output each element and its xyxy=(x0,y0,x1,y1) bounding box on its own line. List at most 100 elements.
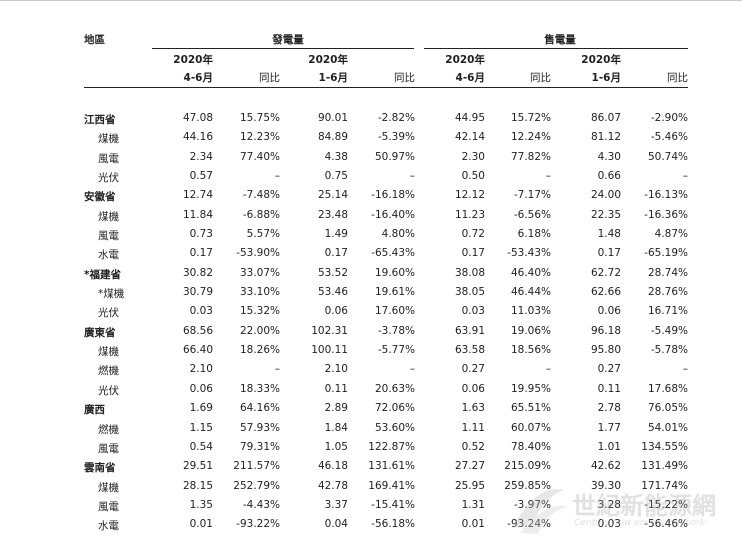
table-cell: 11.03% xyxy=(510,305,551,318)
table-cell: 15.75% xyxy=(239,112,280,124)
table-cell: 2.89 xyxy=(324,402,348,415)
table-cell: -93.22% xyxy=(236,518,280,531)
column-header-line2: 同比 xyxy=(667,72,688,84)
row-label: 煤機 xyxy=(98,133,119,146)
table-cell: 0.06 xyxy=(461,382,485,395)
table-cell: 50.74% xyxy=(647,150,688,163)
table-cell: 1.11 xyxy=(461,421,485,434)
table-cell: -5.77% xyxy=(377,344,415,357)
table-cell: 64.16% xyxy=(239,402,280,415)
table-cell: 47.08 xyxy=(182,112,213,124)
sub-row: 光伏 0.57 – 0.75 – 0.50 – 0.66 – xyxy=(0,168,742,187)
table-cell: -53.90% xyxy=(236,247,280,260)
row-label: 廣東省 xyxy=(84,326,116,339)
table-cell: 2.30 xyxy=(461,150,485,163)
table-cell: 0.54 xyxy=(189,440,213,453)
table-cell: -5.39% xyxy=(377,131,415,144)
table-cell: 29.51 xyxy=(182,460,213,473)
table-cell: 131.61% xyxy=(368,460,415,473)
table-cell: 62.66 xyxy=(590,286,621,299)
table-cell: 18.56% xyxy=(510,344,551,357)
table-cell: 53.52 xyxy=(317,266,348,279)
table-cell: 1.77 xyxy=(597,421,621,434)
table-cell: 77.40% xyxy=(239,150,280,163)
column-header-line1: 2020年 xyxy=(445,54,485,66)
row-label: 風電 xyxy=(98,152,119,165)
table-cell: – xyxy=(274,363,280,376)
sub-row: 煤機 66.40 18.26% 100.11 -5.77% 63.58 18.56% 95.8… xyxy=(0,342,742,361)
watermark-title: 世紀新能源網 xyxy=(572,492,716,520)
table-cell: 1.84 xyxy=(324,421,348,434)
top-divider xyxy=(0,0,742,1)
row-label: 風電 xyxy=(98,442,119,455)
table-cell: 63.58 xyxy=(454,344,485,357)
table-cell: 38.05 xyxy=(454,286,485,299)
sub-row: *煤機 30.79 33.10% 53.46 19.61% 38.05 46.44% 62.6… xyxy=(0,284,742,303)
table-cell: 5.57% xyxy=(246,228,280,241)
table-cell: 15.32% xyxy=(239,305,280,318)
table-cell: 12.24% xyxy=(510,131,551,144)
province-row: 安徽省 12.74 -7.48% 25.14 -16.18% 12.12 -7.17% 24.… xyxy=(0,187,742,206)
row-label: 煤機 xyxy=(98,346,119,359)
table-cell: 4.87% xyxy=(654,228,688,241)
table-cell: 30.82 xyxy=(182,266,213,279)
table-cell: 66.40 xyxy=(182,344,213,357)
table-cell: -2.82% xyxy=(377,112,415,124)
watermark-logo: 世紀新能源網 Century new energy network xyxy=(502,478,732,538)
table-cell: 12.74 xyxy=(182,189,213,202)
column-header-line1: 2020年 xyxy=(308,54,348,66)
table-cell: 25.95 xyxy=(454,479,485,492)
row-label: 安徽省 xyxy=(84,191,116,204)
table-cell: 18.33% xyxy=(239,382,280,395)
table-cell: 60.07% xyxy=(510,421,551,434)
table-cell: 81.12 xyxy=(590,131,621,144)
column-header-line2: 1-6月 xyxy=(591,72,621,84)
table-cell: 90.01 xyxy=(317,112,348,124)
table-cell: 86.07 xyxy=(590,112,621,124)
sub-row: 光伏 0.06 18.33% 0.11 20.63% 0.06 19.95% 0.11 17.6… xyxy=(0,381,742,400)
table-cell: 42.78 xyxy=(317,479,348,492)
table-cell: 39.30 xyxy=(590,479,621,492)
table-cell: -15.22% xyxy=(644,498,688,511)
table-cell: 215.09% xyxy=(504,460,551,473)
table-cell: 57.93% xyxy=(239,421,280,434)
table-cell: 78.40% xyxy=(510,440,551,453)
table-cell: 0.73 xyxy=(189,228,213,241)
table-cell: 6.18% xyxy=(517,228,551,241)
table-cell: 22.35 xyxy=(590,208,621,221)
table-cell: 50.97% xyxy=(374,150,415,163)
table-cell: 46.44% xyxy=(510,286,551,299)
table-cell: 28.76% xyxy=(647,286,688,299)
table-cell: 12.12 xyxy=(454,189,485,202)
province-row: *福建省 30.82 33.07% 53.52 19.60% 38.08 46.40% 62.… xyxy=(0,265,742,284)
table-cell: 79.31% xyxy=(239,440,280,453)
table-cell: 1.01 xyxy=(597,440,621,453)
table-cell: 33.07% xyxy=(239,266,280,279)
table-cell: 63.91 xyxy=(454,324,485,337)
table-cell: 0.50 xyxy=(461,170,485,183)
table-cell: 23.48 xyxy=(317,208,348,221)
table-cell: -16.36% xyxy=(644,208,688,221)
table-cell: 15.72% xyxy=(510,112,551,124)
table-cell: 65.51% xyxy=(510,402,551,415)
sub-row: 風電 0.54 79.31% 1.05 122.87% 0.52 78.40% 1.01 134… xyxy=(0,439,742,458)
table-cell: 46.18 xyxy=(317,460,348,473)
sub-row: 燃機 2.10 – 2.10 – 0.27 – 0.27 – xyxy=(0,361,742,380)
table-cell: -65.43% xyxy=(371,247,415,260)
table-cell: 0.66 xyxy=(597,170,621,183)
table-cell: 0.17 xyxy=(597,247,621,260)
table-cell: 0.06 xyxy=(324,305,348,318)
table-cell: 19.60% xyxy=(374,266,415,279)
row-label: 江西省 xyxy=(84,114,116,126)
row-label: 光伏 xyxy=(98,307,119,320)
table-cell: -5.78% xyxy=(650,344,688,357)
table-cell: 2.34 xyxy=(189,150,213,163)
sub-row: 煤機 28.15 252.79% 42.78 169.41% 25.95 259.85% 39… xyxy=(0,478,742,497)
table-cell: -56.18% xyxy=(371,518,415,531)
table-cell: 0.01 xyxy=(189,518,213,531)
table-cell: 19.95% xyxy=(510,382,551,395)
table-cell: 76.05% xyxy=(647,402,688,415)
watermark-swirl-icon xyxy=(512,489,568,534)
row-label: 水電 xyxy=(98,520,119,533)
table-cell: 62.72 xyxy=(590,266,621,279)
